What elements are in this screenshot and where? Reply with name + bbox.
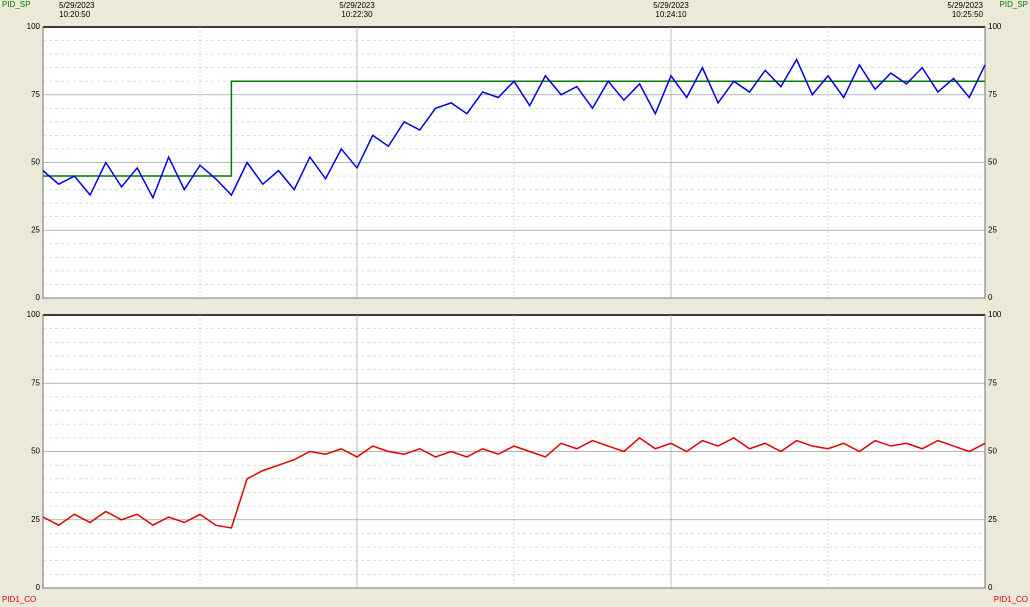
y-tick-label: 50 <box>31 447 40 456</box>
y-tick-label: 50 <box>31 158 40 167</box>
y-tick-label-right: 75 <box>988 378 997 387</box>
legend-label-right: PID_SP <box>1000 0 1028 9</box>
x-tick-label-line: 10:20:50 <box>59 10 91 19</box>
y-tick-label-right: 0 <box>988 293 993 302</box>
y-tick-label-right: 25 <box>988 515 997 524</box>
x-tick-label: 5/29/2023 10:24:10 <box>653 1 689 19</box>
x-tick-label-line: 5/29/2023 <box>339 1 375 10</box>
x-tick-label: 5/29/2023 10:20:50 <box>59 1 95 19</box>
series-line <box>42 57 986 200</box>
x-tick-label: 5/29/2023 10:22:30 <box>339 1 375 19</box>
y-tick-label-right: 50 <box>988 447 997 456</box>
y-tick-label: 100 <box>27 22 41 31</box>
x-tick-label-line: 5/29/2023 <box>59 1 95 10</box>
x-tick-label-line: 10:25:50 <box>952 10 984 19</box>
x-tick-label-line: 10:22:30 <box>341 10 373 19</box>
y-tick-label: 0 <box>36 293 41 302</box>
y-tick-label: 75 <box>31 90 40 99</box>
y-tick-label-right: 100 <box>988 310 1002 319</box>
legend-label: PID_SP <box>2 0 30 9</box>
x-tick-label-line: 10:24:10 <box>655 10 687 19</box>
y-tick-label-right: 75 <box>988 90 997 99</box>
legend-label: PID1_CO <box>2 595 36 604</box>
y-tick-label-right: 100 <box>988 22 1002 31</box>
y-tick-label-right: 25 <box>988 225 997 234</box>
y-tick-label: 100 <box>27 310 41 319</box>
x-tick-label-line: 5/29/2023 <box>653 1 689 10</box>
y-tick-label: 0 <box>36 583 41 592</box>
y-tick-label-right: 0 <box>988 583 993 592</box>
legend-label-right: PID1_CO <box>994 595 1028 604</box>
y-tick-label: 25 <box>31 225 40 234</box>
series-line <box>43 80 985 177</box>
series-line <box>42 436 986 529</box>
y-tick-label: 25 <box>31 515 40 524</box>
y-tick-label-right: 50 <box>988 158 997 167</box>
x-tick-label-line: 5/29/2023 <box>947 1 983 10</box>
x-tick-label: 5/29/2023 10:25:50 <box>947 1 983 19</box>
y-tick-label: 75 <box>31 378 40 387</box>
